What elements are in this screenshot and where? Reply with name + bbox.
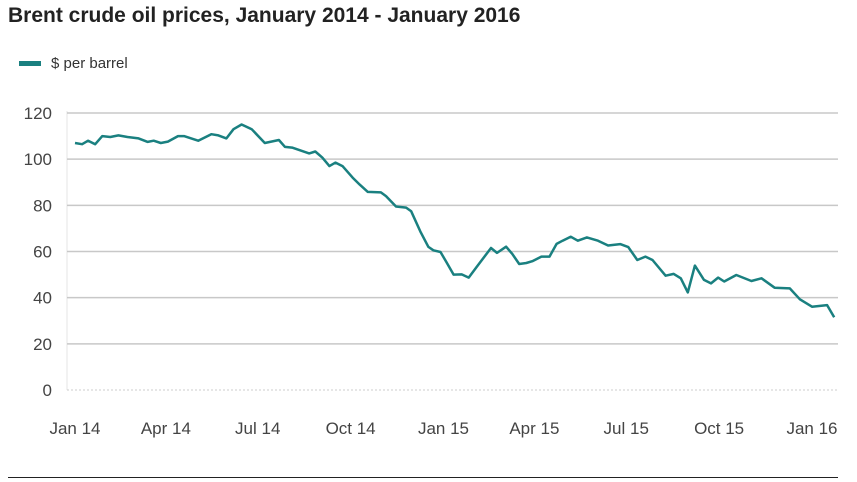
y-tick-label: 20 <box>33 335 52 354</box>
legend-label: $ per barrel <box>51 55 128 72</box>
y-tick-label: 40 <box>33 289 52 308</box>
y-tick-label: 120 <box>24 104 52 123</box>
x-tick-label: Apr 14 <box>141 419 191 438</box>
x-tick-label: Jul 15 <box>604 419 649 438</box>
y-tick-label: 0 <box>43 381 52 400</box>
legend-swatch <box>19 61 41 66</box>
x-tick-label: Oct 15 <box>694 419 744 438</box>
x-tick-label: Apr 15 <box>509 419 559 438</box>
y-tick-label: 80 <box>33 196 52 215</box>
bottom-rule <box>8 477 838 478</box>
chart-title: Brent crude oil prices, January 2014 - J… <box>8 4 521 27</box>
x-tick-label: Jan 14 <box>49 419 100 438</box>
x-tick-label: Jan 15 <box>418 419 469 438</box>
x-tick-label: Jul 14 <box>235 419 280 438</box>
legend: $ per barrel <box>19 55 128 72</box>
x-tick-label: Oct 14 <box>326 419 376 438</box>
series-line <box>74 123 836 318</box>
x-tick-label: Jan 16 <box>786 419 837 438</box>
y-tick-label: 100 <box>24 150 52 169</box>
y-tick-label: 60 <box>33 243 52 262</box>
